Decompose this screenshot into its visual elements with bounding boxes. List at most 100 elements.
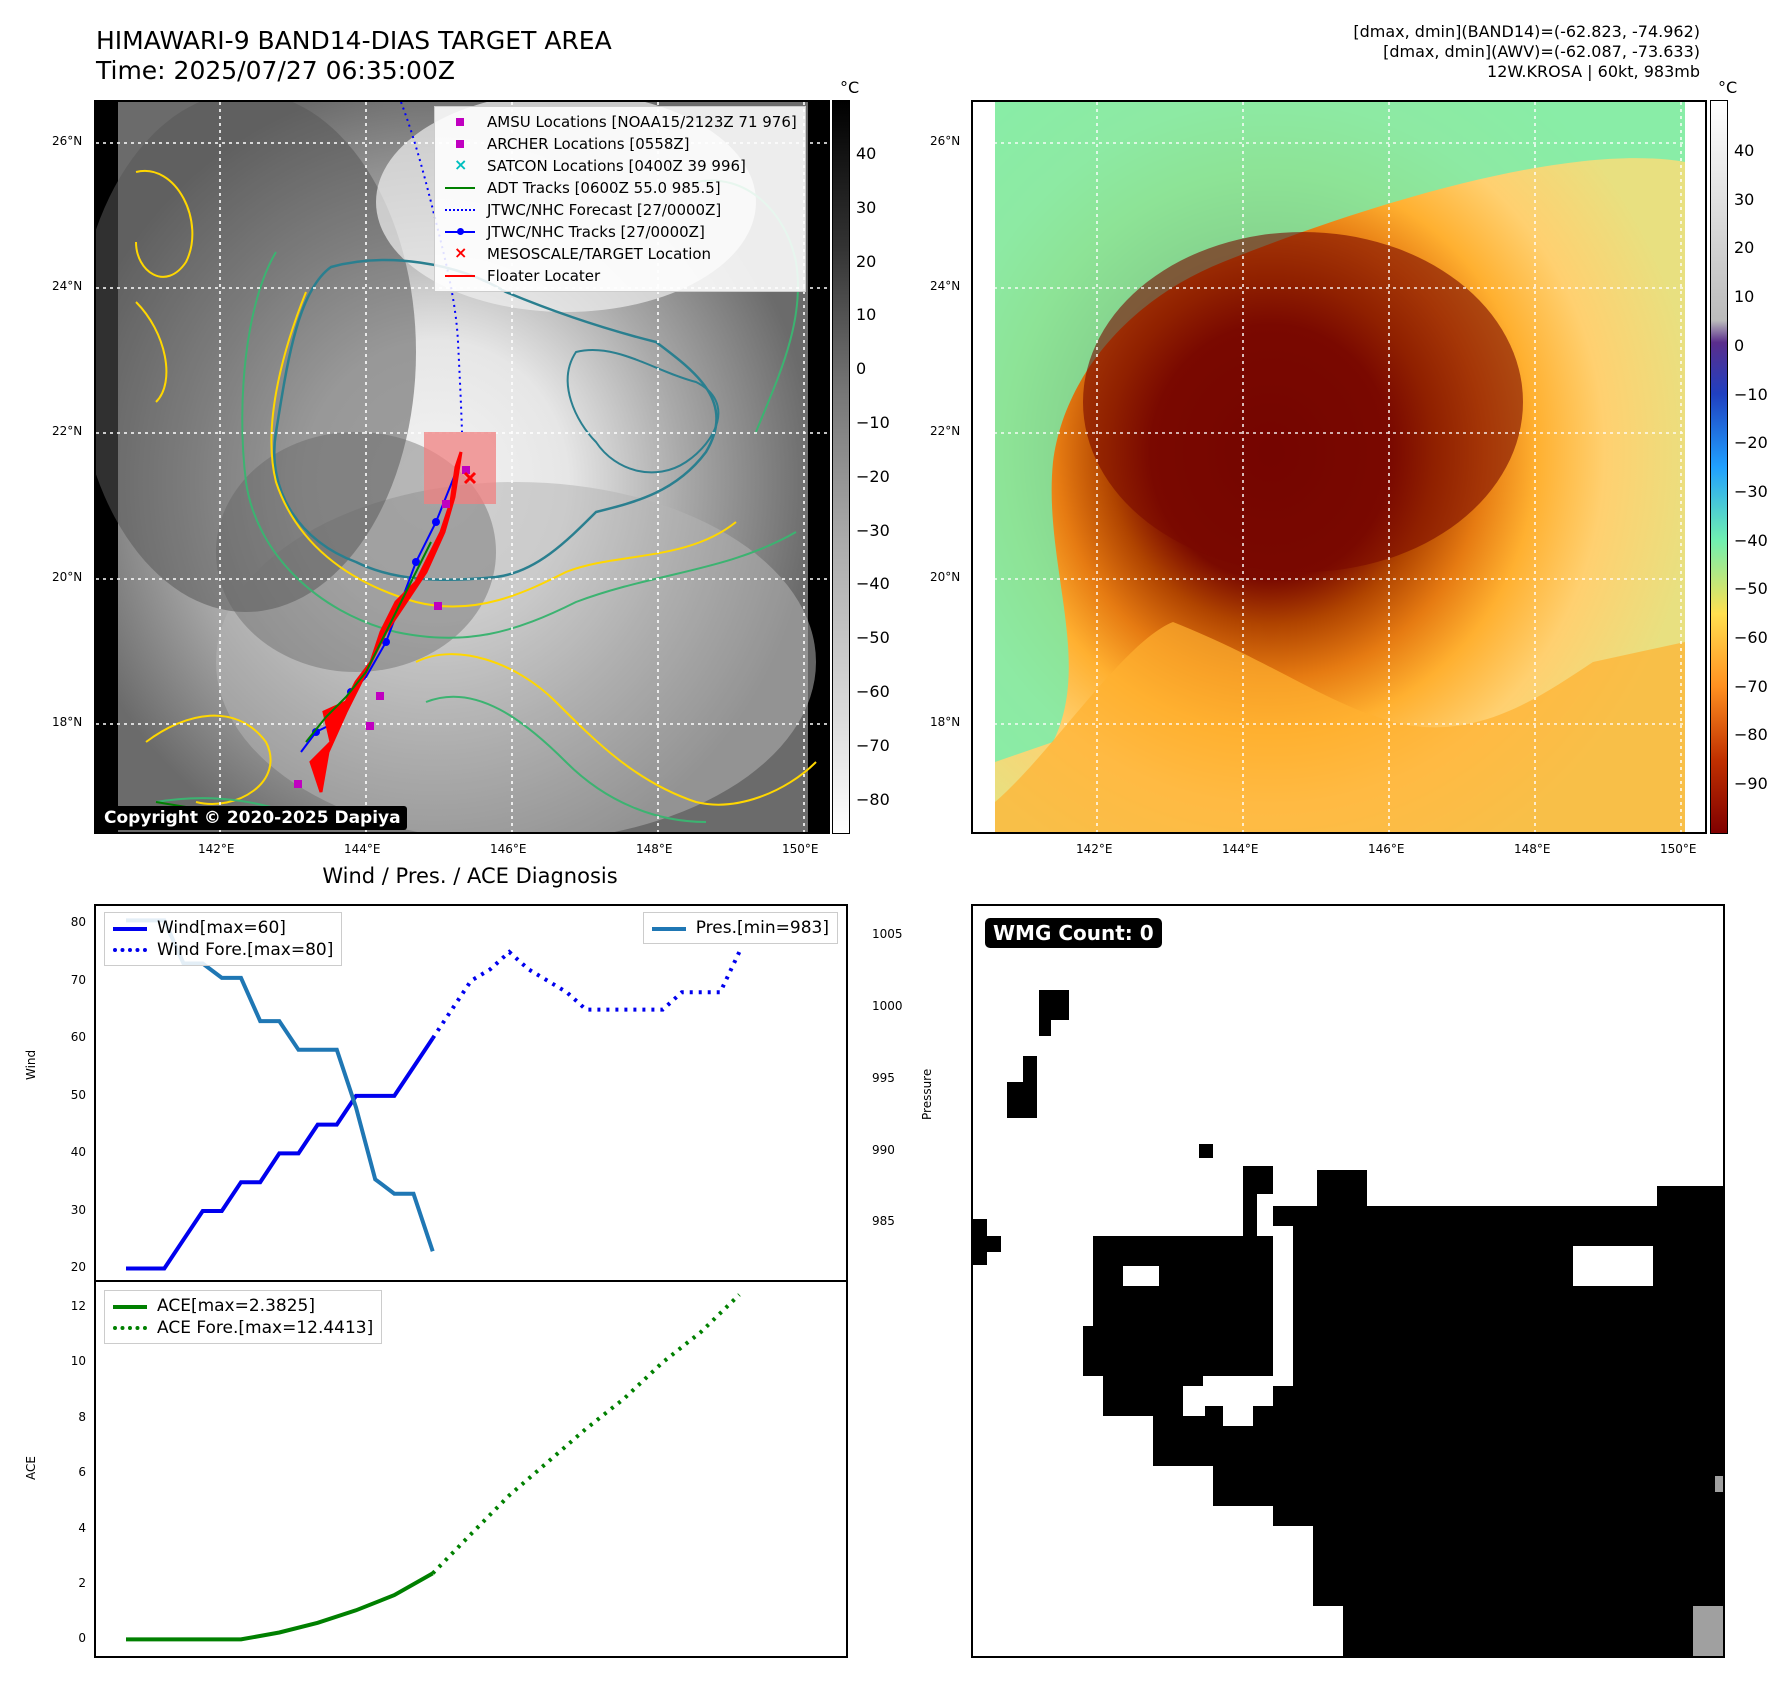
legend-label: MESOSCALE/TARGET Location (487, 245, 712, 263)
diagnosis-title: Wind / Pres. / ACE Diagnosis (322, 864, 618, 888)
wind-tick: 20 (70, 1260, 86, 1275)
colorbar-tick: −60 (856, 682, 890, 701)
wmg-count-badge: WMG Count: 0 (985, 918, 1162, 948)
colorbar-tick: −80 (856, 789, 890, 809)
colorbar-tick: −90 (1734, 774, 1768, 794)
series-line (431, 1293, 741, 1575)
series-line (431, 949, 742, 1040)
legend-entry: AMSU Locations [NOAA15/2123Z 71 976] (443, 111, 797, 133)
legend-label: Pres.[min=983] (695, 918, 829, 938)
colorbar-tick: 10 (856, 305, 877, 325)
colorbar-tick: 10 (1734, 287, 1755, 307)
colorbar-tick: −30 (856, 520, 890, 540)
info-line-1: [dmax, dmin](BAND14)=(-62.823, -74.962) (1353, 22, 1700, 41)
lon-label: 148°E (1514, 842, 1551, 856)
wind-tick: 60 (70, 1030, 86, 1045)
legend-entry: ADT Tracks [0600Z 55.0 985.5] (443, 177, 797, 199)
colorbar-tick: −20 (856, 466, 890, 486)
pressure-tick: 1000 (872, 998, 903, 1013)
wmg-mask (973, 990, 1723, 1656)
legend-label: SATCON Locations [0400Z 39 996] (487, 157, 746, 175)
colorbar-tick: −40 (1734, 530, 1768, 550)
legend-entry: × MESOSCALE/TARGET Location (454, 243, 712, 263)
colorbar-tick: −30 (1734, 481, 1768, 501)
ace-tick: 12 (70, 1298, 86, 1313)
info-line-2: [dmax, dmin](AWV)=(-62.087, -73.633) (1383, 42, 1700, 61)
copyright-label: Copyright © 2020-2025 Dapiya (98, 806, 407, 830)
colorbar-tick: −70 (856, 735, 890, 755)
ace-tick: 2 (78, 1575, 86, 1590)
colorbar-tick: 30 (856, 197, 877, 217)
lon-label: 146°E (1368, 842, 1405, 856)
legend-entry: JTWC/NHC Forecast [27/0000Z] (443, 199, 797, 221)
ace-axis-label: ACE (24, 1456, 38, 1480)
awv-colorbar (1710, 100, 1728, 834)
colorbar-tick: 40 (856, 144, 877, 163)
awv-map (971, 100, 1707, 834)
lon-label: 142°E (1076, 842, 1113, 856)
lon-label: 150°E (1660, 842, 1697, 856)
pressure-tick: 1005 (872, 926, 903, 941)
wind-pressure-panel: Wind[max=60] Wind Fore.[max=80] Pres.[mi… (94, 904, 848, 1282)
colorbar-tick: 0 (856, 359, 867, 379)
legend-label: JTWC/NHC Tracks [27/0000Z] (487, 223, 705, 241)
lat-label: 22°N (52, 424, 83, 438)
colorbar-unit: °C (1718, 78, 1738, 97)
lat-label: 18°N (930, 715, 961, 729)
pressure-axis-label: Pressure (920, 1068, 934, 1120)
figure-title: HIMAWARI-9 BAND14-DIAS TARGET AREA Time:… (96, 26, 612, 86)
legend-entry: JTWC/NHC Tracks [27/0000Z] (443, 221, 797, 243)
wind-tick: 40 (70, 1145, 86, 1160)
title-line-1: HIMAWARI-9 BAND14-DIAS TARGET AREA (96, 26, 612, 55)
lon-label: 144°E (344, 842, 381, 856)
legend-entry: ARCHER Locations [0558Z] (443, 133, 797, 155)
colorbar-tick: −10 (856, 413, 890, 432)
lon-label: 146°E (490, 842, 527, 856)
pressure-tick: 995 (872, 1070, 895, 1085)
lat-label: 26°N (52, 134, 83, 148)
lat-label: 22°N (930, 424, 961, 438)
title-line-2: Time: 2025/07/27 06:35:00Z (96, 56, 455, 85)
lat-label: 20°N (52, 570, 83, 584)
wind-legend: Wind[max=60] Wind Fore.[max=80] (104, 912, 343, 966)
legend-label: AMSU Locations [NOAA15/2123Z 71 976] (487, 113, 797, 131)
map-legend: AMSU Locations [NOAA15/2123Z 71 976] ARC… (434, 106, 806, 292)
pressure-tick: 985 (872, 1214, 895, 1229)
ace-plot (126, 1293, 741, 1642)
ace-tick: 10 (70, 1354, 86, 1369)
colorbar-tick: 40 (1734, 141, 1755, 160)
legend-label: ADT Tracks [0600Z 55.0 985.5] (487, 179, 721, 197)
ace-tick: 4 (78, 1520, 86, 1535)
wind-axis-label: Wind (24, 1049, 38, 1080)
colorbar-tick: −80 (1734, 725, 1768, 745)
ace-tick: 0 (78, 1631, 86, 1646)
legend-entry: Wind[max=60] (113, 917, 333, 939)
wind-tick: 50 (70, 1087, 86, 1102)
band14-colorbar (832, 100, 850, 834)
lon-label: 142°E (198, 842, 235, 856)
series-line (126, 918, 435, 1252)
colorbar-tick: 20 (856, 251, 877, 271)
series-line (126, 1571, 434, 1642)
legend-label: Wind[max=60] (157, 918, 286, 938)
colorbar-tick: −40 (856, 574, 890, 594)
legend-entry: ACE[max=2.3825] (113, 1295, 373, 1317)
ace-tick: 6 (78, 1465, 86, 1480)
lon-label: 148°E (636, 842, 673, 856)
lat-label: 24°N (930, 279, 961, 293)
legend-label: ARCHER Locations [0558Z] (487, 135, 690, 153)
lat-label: 20°N (930, 570, 961, 584)
pressure-legend: Pres.[min=983] (642, 912, 838, 944)
wind-tick: 30 (70, 1202, 86, 1217)
legend-entry: ACE Fore.[max=12.4413] (113, 1317, 373, 1339)
colorbar-tick: −70 (1734, 676, 1768, 696)
colorbar-tick: −60 (1734, 628, 1768, 647)
lon-label: 150°E (782, 842, 819, 856)
legend-label: ACE[max=2.3825] (157, 1296, 315, 1316)
colorbar-tick: 0 (1734, 335, 1745, 355)
colorbar-tick: −10 (1734, 384, 1768, 404)
colorbar-tick: −50 (1734, 579, 1768, 599)
colorbar-tick: 30 (1734, 189, 1755, 209)
legend-label: Wind Fore.[max=80] (157, 940, 334, 960)
legend-entry: Floater Locater (443, 265, 797, 287)
